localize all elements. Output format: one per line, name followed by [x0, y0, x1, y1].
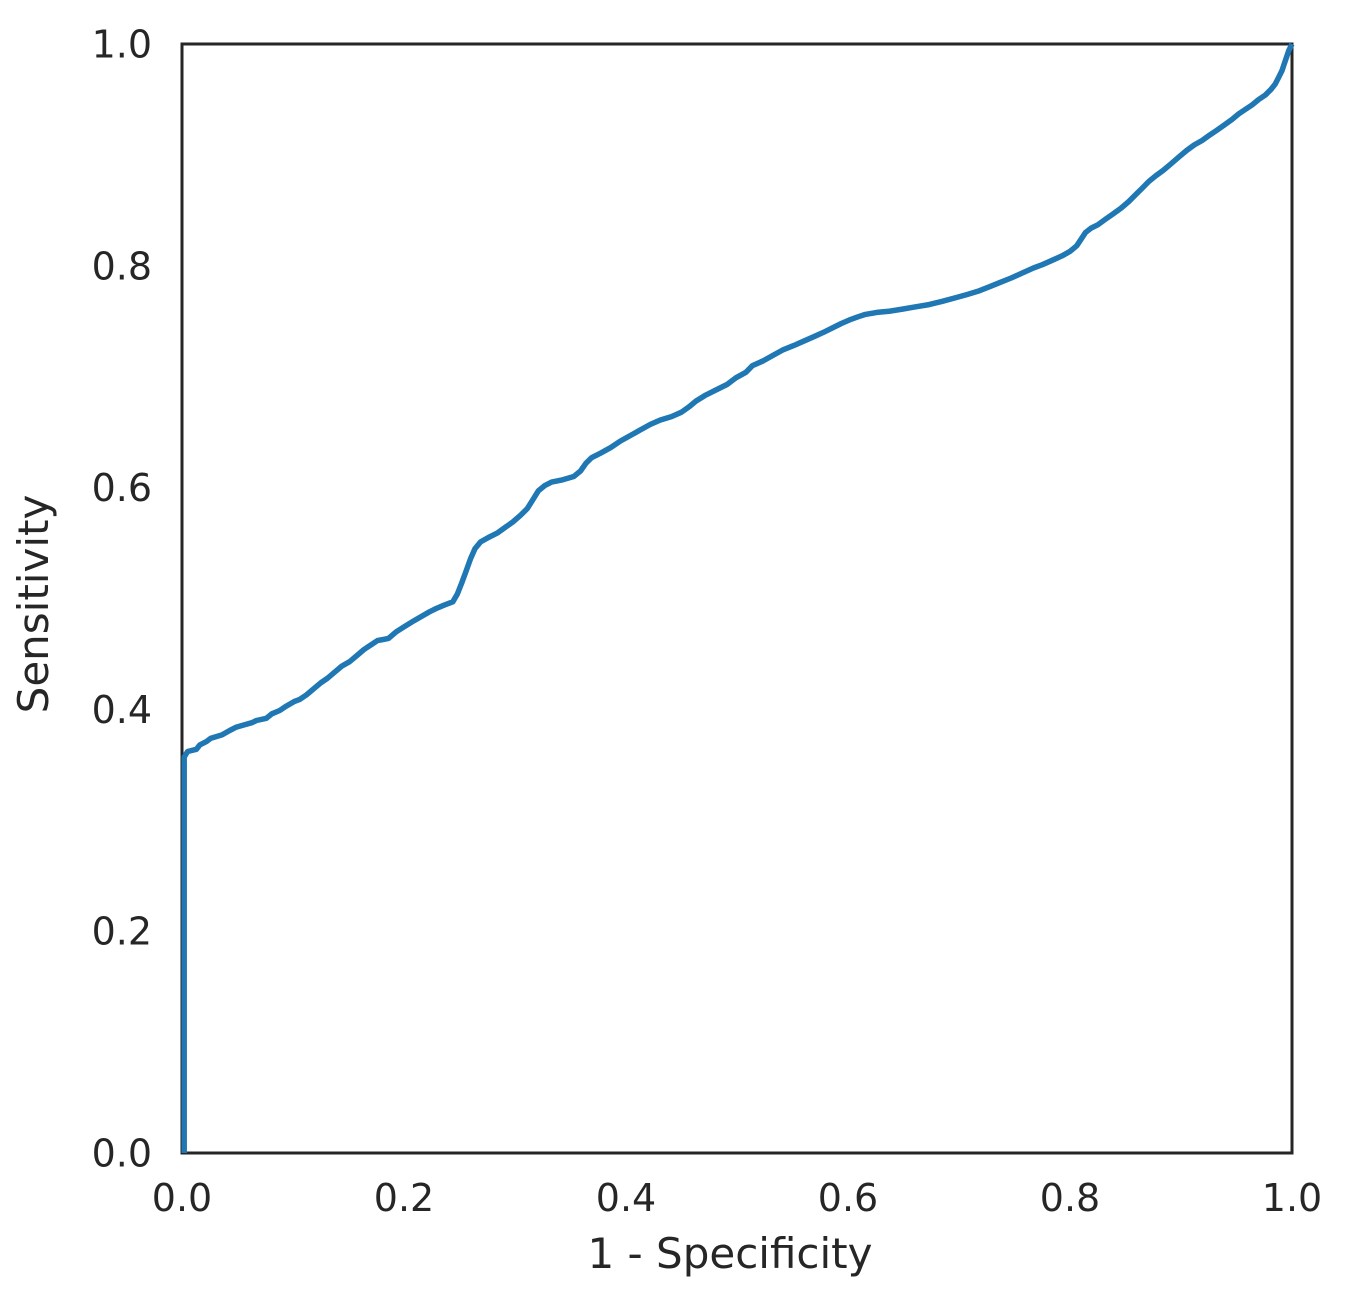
x-tick-label: 0.8: [1040, 1176, 1100, 1220]
x-tick-labels: 0.0 0.2 0.4 0.6 0.8 1.0: [152, 1176, 1322, 1220]
y-tick-label: 1.0: [92, 23, 152, 67]
x-tick-label: 0.2: [374, 1176, 434, 1220]
y-tick-label: 0.8: [92, 244, 152, 288]
x-tick-label: 0.4: [596, 1176, 656, 1220]
y-tick-labels: 0.0 0.2 0.4 0.6 0.8 1.0: [92, 23, 152, 1176]
y-tick-label: 0.0: [92, 1132, 152, 1176]
plot-border: [180, 42, 1294, 1155]
x-tick-label: 1.0: [1262, 1176, 1322, 1220]
x-tick-label: 0.6: [818, 1176, 878, 1220]
roc-curve-line: [181, 42, 1295, 1153]
y-tick-label: 0.2: [92, 910, 152, 954]
y-tick-label: 0.4: [92, 688, 152, 732]
x-tick-label: 0.0: [152, 1176, 212, 1220]
y-tick-label: 0.6: [92, 466, 152, 510]
x-axis-label: 1 - Specificity: [587, 1229, 872, 1278]
y-axis-label: Sensitivity: [9, 495, 58, 714]
